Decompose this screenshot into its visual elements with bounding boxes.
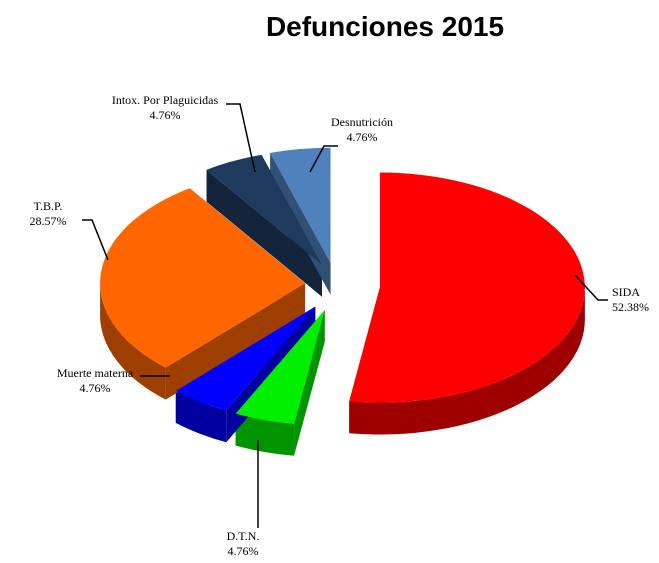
slice-edge (206, 169, 322, 297)
pie-slice (349, 172, 585, 403)
category-label: D.T.N. (227, 529, 260, 543)
pie-tops (100, 147, 585, 424)
pie-slice (100, 188, 306, 368)
leader-line (82, 219, 109, 261)
pie-slice (235, 310, 325, 424)
pie-slice (206, 154, 322, 265)
category-label: Desnutrición (331, 115, 393, 129)
category-label: T.B.P. (34, 199, 63, 213)
leader-line (309, 145, 338, 173)
value-label: 4.76% (228, 544, 259, 558)
value-label: 4.76% (80, 381, 111, 395)
category-label: SIDA (612, 285, 640, 299)
slice-side (349, 287, 585, 435)
value-label: 52.38% (612, 300, 649, 314)
pie-slice (175, 306, 316, 411)
category-label: Muerte materna (57, 366, 134, 380)
value-label: 4.76% (150, 108, 181, 122)
leader-line (574, 274, 608, 301)
chart-title: Defunciones 2015 (266, 11, 504, 42)
value-label: 28.57% (30, 214, 67, 228)
slice-side (235, 413, 295, 456)
value-label: 4.76% (347, 130, 378, 144)
slice-side (100, 283, 166, 400)
leader-line (226, 103, 256, 173)
category-label: Intox. Por Plaguicidas (112, 93, 219, 107)
slice-side (175, 390, 227, 443)
pie-slice (270, 147, 331, 263)
slice-edge (165, 283, 306, 400)
